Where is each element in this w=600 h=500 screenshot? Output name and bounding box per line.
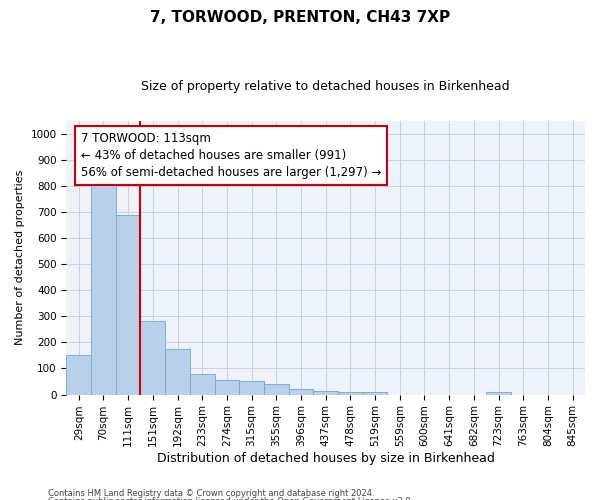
Bar	[486, 392, 511, 394]
Bar	[190, 374, 215, 394]
Bar	[67, 356, 91, 395]
Bar	[289, 389, 313, 394]
Text: Contains HM Land Registry data © Crown copyright and database right 2024.: Contains HM Land Registry data © Crown c…	[48, 488, 374, 498]
Bar	[165, 349, 190, 395]
Bar	[91, 178, 116, 394]
Text: Contains public sector information licensed under the Open Government Licence v3: Contains public sector information licen…	[48, 497, 413, 500]
Bar	[338, 392, 363, 394]
Y-axis label: Number of detached properties: Number of detached properties	[15, 170, 25, 346]
Bar	[363, 392, 388, 394]
Bar	[264, 384, 289, 394]
X-axis label: Distribution of detached houses by size in Birkenhead: Distribution of detached houses by size …	[157, 452, 494, 465]
Bar	[215, 380, 239, 394]
Text: 7, TORWOOD, PRENTON, CH43 7XP: 7, TORWOOD, PRENTON, CH43 7XP	[150, 10, 450, 25]
Title: Size of property relative to detached houses in Birkenhead: Size of property relative to detached ho…	[142, 80, 510, 93]
Bar	[239, 381, 264, 394]
Bar	[140, 320, 165, 394]
Bar	[116, 214, 140, 394]
Text: 7 TORWOOD: 113sqm
← 43% of detached houses are smaller (991)
56% of semi-detache: 7 TORWOOD: 113sqm ← 43% of detached hous…	[81, 132, 382, 180]
Bar	[313, 390, 338, 394]
